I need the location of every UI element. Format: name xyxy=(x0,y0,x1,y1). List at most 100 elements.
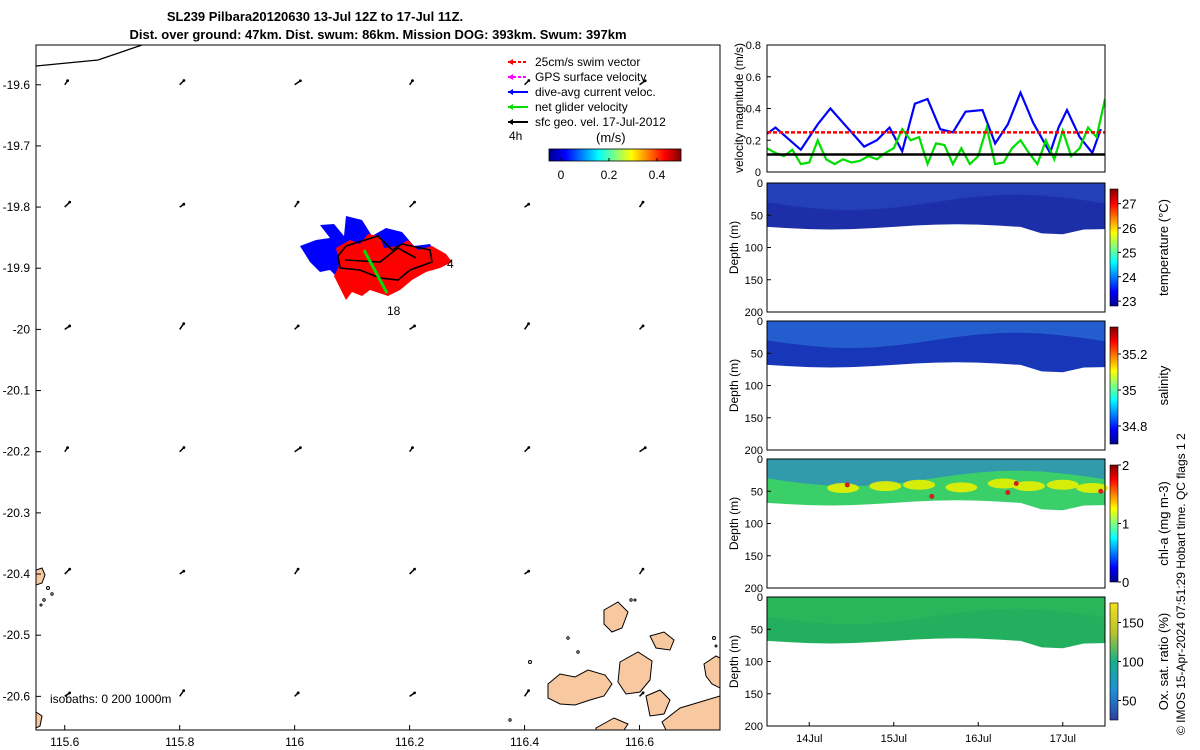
map-y-tick-label: -20.5 xyxy=(3,628,31,642)
legend-colorbar-tick-label: 0.4 xyxy=(649,168,666,182)
chl-max-patch xyxy=(1076,483,1109,494)
depth-tick-label: 50 xyxy=(751,210,763,222)
geo-velocity-arrow-head xyxy=(68,324,72,328)
land-masses xyxy=(36,567,720,730)
legend-arrowhead xyxy=(508,89,513,95)
colorbar-tick-label: 0 xyxy=(1122,575,1129,590)
islet xyxy=(629,598,633,602)
colorbar-tick-label: 100 xyxy=(1122,655,1144,670)
geo-velocity-arrow-head xyxy=(296,567,300,571)
map-y-tick-label: -20.4 xyxy=(3,567,31,581)
geo-velocity-arrow-head xyxy=(527,569,531,573)
colorbar-tick-label: 26 xyxy=(1122,221,1136,236)
velocity-y-axis: 0 0.2 0.4 0.6 0.8 xyxy=(746,40,771,179)
time-tick-label: 16Jul xyxy=(965,733,991,745)
geo-velocity-arrow-head xyxy=(411,79,414,83)
geo-velocity-arrow-head xyxy=(68,567,72,571)
depth-ylabel: Depth (m) xyxy=(727,497,741,550)
geo-velocity-arrow-head xyxy=(182,569,186,573)
islet xyxy=(46,586,50,590)
velocity-y-tick-label: 0 xyxy=(755,167,761,179)
colorbar-tick-label: 1 xyxy=(1122,517,1129,532)
map-y-axis: -19.6 -19.7 -19.8 -19.9 -20 -20.1 -20.2 -20.3 -2… xyxy=(3,78,41,703)
geo-velocity-arrow-head xyxy=(641,567,645,571)
section-upper-layer xyxy=(767,321,1105,349)
geo-velocity-arrow-head xyxy=(413,324,416,328)
legend-entry-label: 25cm/s swim vector xyxy=(535,55,640,69)
legend-entry-label: dive-avg current veloc. xyxy=(535,85,656,99)
geo-velocity-arrow-head xyxy=(66,446,70,450)
geo-velocity-arrow-head xyxy=(641,324,645,328)
track-line xyxy=(337,235,433,281)
velocity-y-tick-label: 0.8 xyxy=(746,40,761,52)
colorbar-tick-label: 35.2 xyxy=(1122,347,1147,362)
geo-velocity-arrow-head xyxy=(182,689,186,693)
velocity-y-tick-label: 0.2 xyxy=(746,135,761,147)
depth-tick-label: 100 xyxy=(745,381,763,393)
velocity-lines xyxy=(767,89,1105,168)
geo-velocity-arrow-head xyxy=(68,691,72,695)
colorbar-tick-label: 23 xyxy=(1122,294,1136,309)
islet xyxy=(566,636,570,640)
net-glider-velocity-arrow xyxy=(362,249,389,294)
figure-title-line1: SL239 Pilbara20120630 13-Jul 12Z to 17-J… xyxy=(167,9,463,24)
time-tick-label: 17Jul xyxy=(1050,733,1076,745)
map-x-tick-label: 116 xyxy=(285,735,304,749)
section-panel-temperature: 0 50 100 150 200 Depth (m) 23 24 25 26 27 temperatu… xyxy=(727,178,1171,319)
map-x-tick-label: 115.8 xyxy=(165,735,194,749)
section-colorbar xyxy=(1109,326,1119,445)
isobaths-label: isobaths: 0 200 1000m xyxy=(50,692,171,706)
geo-velocity-arrow-head xyxy=(641,200,645,204)
section-panel-oxygen-saturation: 0 50 100 150 200 Depth (m) 50 100 150 Ox. sat. ra… xyxy=(727,592,1171,733)
track-end-label: 18 xyxy=(387,304,401,318)
chl-max-patch xyxy=(827,483,860,494)
colorbar-tick-label: 50 xyxy=(1122,694,1136,709)
colorbar-label: salinity xyxy=(1156,365,1171,405)
depth-tick-label: 200 xyxy=(745,721,763,733)
depth-tick-label: 50 xyxy=(751,624,763,636)
colorbar-label: Ox. sat. ratio (%) xyxy=(1156,613,1171,711)
track-start-label: 4 xyxy=(447,257,454,271)
glider-track xyxy=(300,216,452,300)
chl-max-patch xyxy=(1046,479,1079,490)
legend-colorbar xyxy=(548,148,682,162)
map-y-tick-label: -20.6 xyxy=(3,689,31,703)
colorbar-tick-label: 25 xyxy=(1122,245,1136,260)
map-frame xyxy=(35,44,721,731)
colorbar-tick-label: 27 xyxy=(1122,197,1136,212)
depth-tick-label: 0 xyxy=(757,316,763,328)
time-axis: 14Jul 15Jul 16Jul 17Jul xyxy=(796,722,1076,745)
islet xyxy=(714,644,718,648)
section-upper-layer xyxy=(767,183,1105,211)
islet xyxy=(633,598,637,602)
legend-duration: 4h xyxy=(509,129,522,143)
geo-velocity-arrow-head xyxy=(527,689,530,693)
geo-velocity-arrow-head xyxy=(527,446,531,449)
depth-tick-label: 0 xyxy=(757,454,763,466)
geo-velocity-arrow-head xyxy=(527,79,531,82)
velocity-magnitude-panel: 0 0.2 0.4 0.6 0.8 velocity magnitude (m/s) xyxy=(732,40,1106,179)
geo-velocity-arrow-head xyxy=(413,567,416,571)
colorbar-tick-label: 35 xyxy=(1122,383,1136,398)
geo-velocity-arrow-head xyxy=(182,202,186,206)
depth-tick-label: 150 xyxy=(745,689,763,701)
depth-ylabel: Depth (m) xyxy=(727,221,741,274)
velocity-series-line xyxy=(767,89,1102,156)
depth-tick-label: 0 xyxy=(757,592,763,604)
map-x-tick-label: 116.2 xyxy=(395,735,424,749)
map-x-tick-label: 116.6 xyxy=(625,735,654,749)
geo-velocity-arrow-head xyxy=(641,691,645,695)
depth-tick-label: 50 xyxy=(751,486,763,498)
geo-velocity-arrow-head xyxy=(527,322,530,326)
chl-max-patch xyxy=(1012,481,1045,492)
geo-velocity-arrow-head xyxy=(296,324,300,328)
time-tick-label: 15Jul xyxy=(881,733,907,745)
legend-entry-label: sfc geo. vel. 17-Jul-2012 xyxy=(535,115,666,129)
geo-velocity-arrow-head xyxy=(413,691,416,695)
geo-velocity-arrow-head xyxy=(411,446,414,450)
velocity-y-tick-label: 0.4 xyxy=(746,104,761,116)
map-x-tick-label: 115.6 xyxy=(50,735,79,749)
legend-arrowhead xyxy=(508,104,513,110)
